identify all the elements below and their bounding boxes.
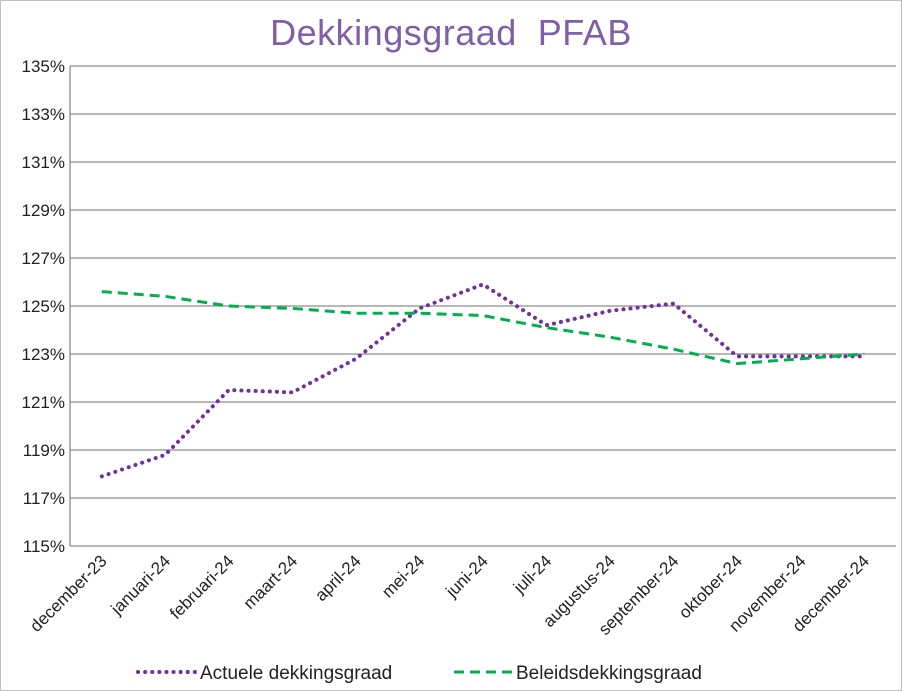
- grid-lines: [69, 65, 896, 547]
- x-tick-label: maart-24: [240, 551, 302, 613]
- legend: Actuele dekkingsgraad Beleidsdekkingsgraa…: [136, 663, 702, 684]
- y-tick-label: 135%: [22, 57, 65, 76]
- series-line-1: [99, 282, 867, 479]
- y-tick-label: 119%: [23, 441, 65, 460]
- x-tick-label: juli-24: [509, 551, 555, 597]
- x-tick-label: mei-24: [378, 551, 428, 601]
- x-tick-label: januari-24: [107, 551, 175, 619]
- chart-title: Dekkingsgraad PFAB: [270, 12, 632, 53]
- y-tick-label: 123%: [22, 345, 65, 364]
- x-tick-label: juni-24: [442, 551, 492, 601]
- y-tick-label: 131%: [22, 153, 65, 172]
- y-tick-label: 127%: [22, 249, 65, 268]
- series-line-2: [101, 290, 865, 366]
- y-axis-ticks: 115% 117% 119% 121% 123% 125% 127% 129% 131% 133%…: [22, 57, 65, 556]
- y-tick-label: 125%: [22, 297, 65, 316]
- x-tick-label: december-23: [26, 551, 110, 635]
- y-tick-label: 129%: [22, 201, 65, 220]
- y-tick-label: 133%: [22, 105, 65, 124]
- y-tick-label: 115%: [23, 537, 65, 556]
- y-tick-label: 121%: [22, 393, 65, 412]
- x-tick-label: april-24: [311, 551, 365, 605]
- x-tick-label: februari-24: [166, 551, 238, 623]
- legend-label-2: Beleidsdekkingsgraad: [516, 663, 702, 684]
- series-layer: [99, 282, 867, 479]
- y-tick-label: 117%: [23, 489, 65, 508]
- legend-label-1: Actuele dekkingsgraad: [200, 663, 392, 684]
